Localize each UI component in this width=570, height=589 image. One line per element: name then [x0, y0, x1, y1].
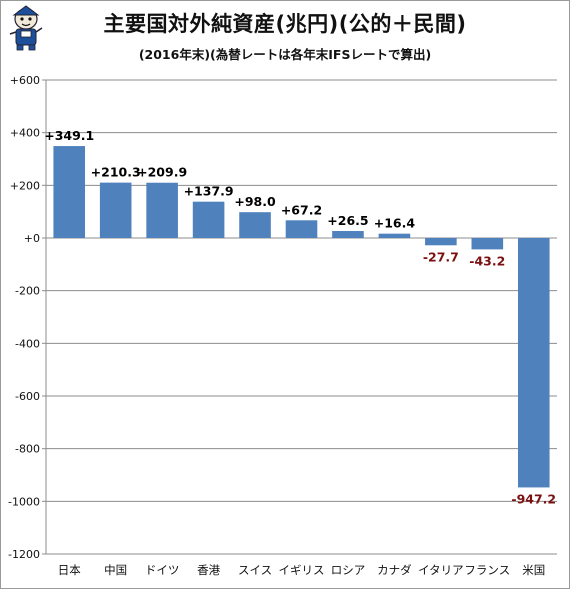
y-tick-label: +200: [10, 179, 40, 192]
data-label-5: +98.0: [234, 194, 276, 209]
data-label-7: +26.5: [327, 213, 368, 228]
bar-1: [53, 146, 86, 238]
bar-10: [471, 238, 504, 250]
bar-2: [99, 182, 132, 238]
y-tick-label: -800: [15, 443, 40, 456]
x-category-label: イギリス: [279, 563, 325, 577]
chart-title: 主要国対外純資産(兆円)(公的＋民間): [103, 12, 467, 36]
data-label-3: +209.9: [137, 165, 187, 180]
x-category-label: カナダ: [377, 563, 412, 577]
y-tick-label: -1000: [8, 495, 40, 508]
y-tick-label: -1200: [8, 548, 40, 561]
data-label-8: +16.4: [374, 216, 416, 231]
bar-8: [378, 233, 411, 238]
bar-6: [285, 220, 318, 238]
y-tick-label: +600: [10, 74, 40, 87]
bar-4: [192, 201, 225, 238]
bar-9: [425, 238, 457, 246]
x-category-label: 香港: [197, 563, 220, 577]
data-label-1: +349.1: [44, 128, 94, 143]
bar-5: [239, 212, 271, 238]
data-label-11: -947.2: [511, 491, 556, 506]
x-category-label: スイス: [238, 563, 272, 577]
chart-subtitle: (2016年末)(為替レートは各年末IFSレートで算出): [138, 47, 432, 62]
x-category-label: フランス: [464, 563, 510, 577]
x-category-label: 日本: [58, 563, 81, 577]
plot-area: [46, 80, 557, 554]
mascot-logo: [9, 5, 43, 51]
data-label-2: +210.3: [91, 165, 141, 180]
bar-7: [332, 231, 364, 238]
y-tick-label: -400: [15, 337, 40, 350]
bar-3: [146, 182, 178, 238]
y-tick-label: -200: [15, 285, 40, 298]
data-label-9: -27.7: [423, 249, 459, 264]
bar-11: [517, 238, 550, 488]
data-label-4: +137.9: [184, 184, 234, 199]
y-tick-label: +0: [24, 232, 40, 245]
x-category-label: ドイツ: [145, 563, 180, 577]
x-category-label: イタリア: [418, 563, 464, 577]
y-tick-label: +400: [10, 127, 40, 140]
x-category-label: 米国: [522, 563, 545, 577]
data-label-10: -43.2: [469, 253, 505, 268]
x-category-label: 中国: [104, 563, 127, 577]
x-category-label: ロシア: [331, 563, 366, 577]
y-tick-label: -600: [15, 390, 40, 403]
data-label-6: +67.2: [281, 202, 322, 217]
